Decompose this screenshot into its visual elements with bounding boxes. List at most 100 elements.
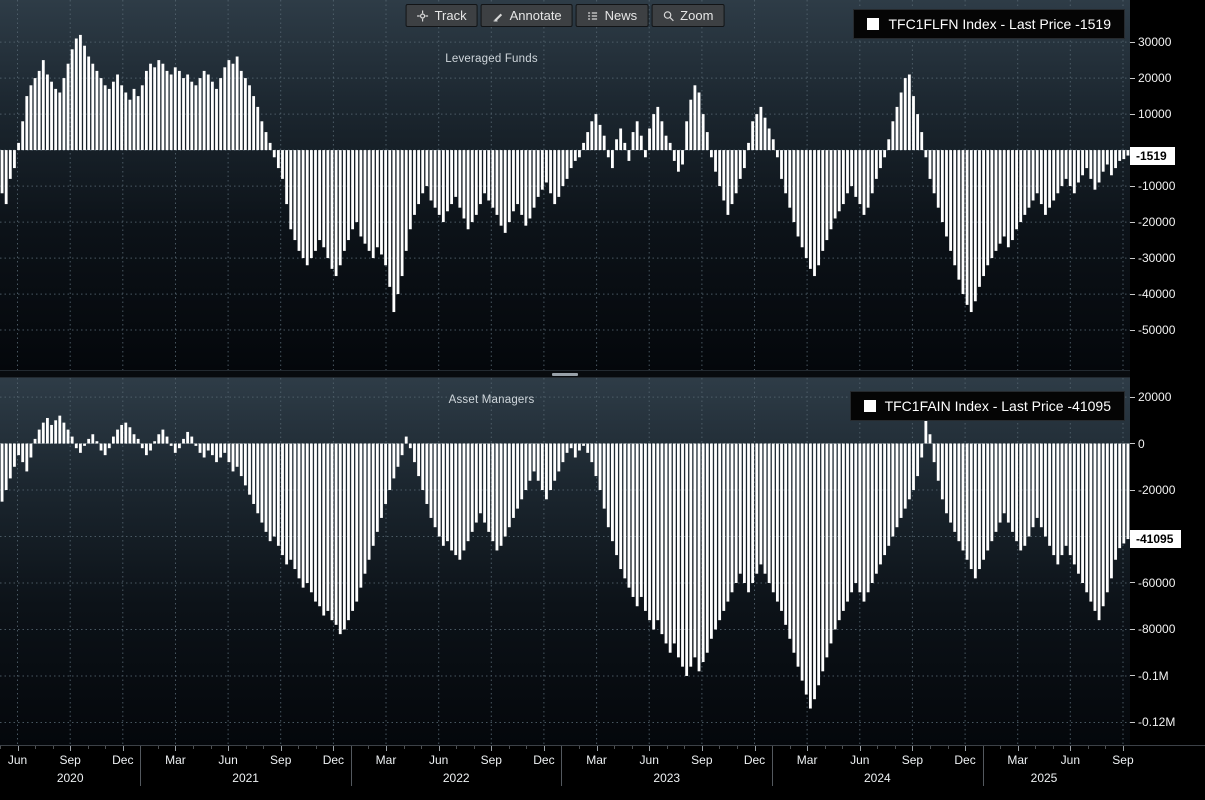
x-axis-tick-mark [298, 746, 299, 749]
track-button[interactable]: Track [406, 4, 478, 27]
news-label: News [605, 8, 638, 23]
x-axis-tick-mark [825, 746, 826, 749]
x-axis-tick-mark [632, 746, 633, 749]
legend-leveraged-funds[interactable]: TFC1FLFN Index - Last Price -1519 [853, 9, 1125, 39]
legend-swatch-icon [867, 18, 879, 30]
panel-splitter[interactable] [0, 370, 1130, 378]
x-axis-tick-mark [719, 746, 720, 749]
x-axis-tick-mark [88, 746, 89, 749]
news-button[interactable]: News [576, 4, 649, 27]
x-axis-month-label: Mar [586, 753, 607, 767]
x-axis-tick-mark [456, 746, 457, 749]
x-axis-tick-mark [53, 746, 54, 749]
x-axis-month-label: Sep [1112, 753, 1133, 767]
x-axis-tick-mark [597, 746, 598, 751]
panel-leveraged-funds: Leveraged Funds TFC1FLFN Index - Last Pr… [0, 0, 1130, 370]
x-axis-tick-mark [1035, 746, 1036, 749]
x-axis-tick-mark [1000, 746, 1001, 749]
asset-managers-bars [1, 411, 1130, 709]
x-axis-year-label: 2024 [864, 771, 891, 785]
y-axis-tick-mark [1130, 258, 1135, 259]
x-axis-tick-mark [281, 746, 282, 751]
y-axis-tick-label: 20000 [1130, 390, 1171, 404]
x-axis-month-label: Dec [112, 753, 133, 767]
y-axis-tick-mark [1130, 42, 1135, 43]
x-axis-month-label: Dec [954, 753, 975, 767]
bloomberg-chart-window: Track Annotate News Zoom Leveraged Funds [0, 0, 1205, 800]
y-axis-tick-mark [1130, 629, 1135, 630]
panel-asset-managers: Asset Managers TFC1FAIN Index - Last Pri… [0, 378, 1130, 745]
gridlines [0, 378, 1130, 745]
x-axis-month-label: Mar [797, 753, 818, 767]
x-axis-year-separator [772, 746, 773, 786]
y-axis-tick-mark [1130, 78, 1135, 79]
x-axis-tick-mark [333, 746, 334, 751]
x-axis-tick-mark [228, 746, 229, 751]
x-axis-year-label: 2021 [232, 771, 259, 785]
y-axis-tick-mark [1130, 443, 1135, 444]
x-axis-month-label: Jun [850, 753, 869, 767]
x-axis-month-label: Mar [165, 753, 186, 767]
gridlines [0, 0, 1130, 370]
x-axis-tick-mark [35, 746, 36, 749]
x-axis-month-label: Sep [691, 753, 712, 767]
y-axis-tick-label: -30000 [1130, 251, 1175, 265]
x-axis-month-label: Sep [902, 753, 923, 767]
x-axis-tick-mark [579, 746, 580, 749]
x-axis-month-label: Jun [640, 753, 659, 767]
x-axis-tick-mark [702, 746, 703, 751]
leveraged-funds-plot[interactable] [0, 0, 1130, 370]
y-axis-tick-mark [1130, 186, 1135, 187]
x-axis-tick-mark [158, 746, 159, 749]
x-axis-year-label: 2020 [57, 771, 84, 785]
x-axis-year-separator [351, 746, 352, 786]
y-axis-tick-mark [1130, 114, 1135, 115]
legend-asset-managers[interactable]: TFC1FAIN Index - Last Price -41095 [850, 391, 1125, 421]
x-axis-tick-mark [912, 746, 913, 751]
y-axis-tick-label: -80000 [1130, 622, 1175, 636]
y-axis-leveraged-funds: -1519 300002000010000-10000-20000-30000-… [1130, 0, 1205, 370]
x-axis-tick-mark [755, 746, 756, 751]
y-axis-tick-label: -50000 [1130, 323, 1175, 337]
x-axis-tick-mark [509, 746, 510, 749]
x-axis-tick-mark [105, 746, 106, 749]
x-axis-tick-mark [18, 746, 19, 751]
y-axis-tick-mark [1130, 722, 1135, 723]
legend-label-asset-managers: TFC1FAIN Index - Last Price -41095 [885, 398, 1111, 414]
news-icon [587, 10, 599, 22]
x-axis-tick-mark [175, 746, 176, 751]
y-axis-tick-label: 0 [1130, 437, 1145, 451]
x-axis-tick-mark [491, 746, 492, 751]
zoom-icon [662, 10, 674, 22]
x-axis-year-label: 2022 [443, 771, 470, 785]
x-axis-year-separator [983, 746, 984, 786]
x-axis-tick-mark [526, 746, 527, 749]
y-axis-tick-label: -60000 [1130, 576, 1175, 590]
x-axis-month-label: Sep [270, 753, 291, 767]
track-label: Track [435, 8, 467, 23]
x-axis-tick-mark [0, 746, 1, 749]
x-axis-month-label: Jun [218, 753, 237, 767]
y-axis-tick-label: -10000 [1130, 179, 1175, 193]
x-axis-tick-mark [860, 746, 861, 751]
leveraged-funds-bars [1, 35, 1130, 312]
annotate-button[interactable]: Annotate [481, 4, 573, 27]
y-axis-tick-mark [1130, 490, 1135, 491]
y-axis-tick-label: -0.12M [1130, 715, 1175, 729]
zoom-button[interactable]: Zoom [651, 4, 724, 27]
x-axis-year-label: 2025 [1031, 771, 1058, 785]
x-axis-month-label: Sep [59, 753, 80, 767]
y-axis-tick-mark [1130, 675, 1135, 676]
x-axis-tick-mark [123, 746, 124, 751]
x-axis-tick-mark [474, 746, 475, 749]
x-axis-tick-mark [667, 746, 668, 749]
x-axis-tick-mark [1088, 746, 1089, 749]
x-axis-month-label: Dec [323, 753, 344, 767]
x-axis-month-label: Mar [1007, 753, 1028, 767]
panel-title-leveraged-funds: Leveraged Funds [445, 53, 538, 65]
x-axis-tick-mark [421, 746, 422, 749]
x-axis: JunSepDecMarJunSepDecMarJunSepDecMarJunS… [0, 745, 1205, 800]
x-axis-month-label: Dec [533, 753, 554, 767]
chart-toolbar: Track Annotate News Zoom [406, 4, 725, 27]
asset-managers-plot[interactable] [0, 378, 1130, 745]
